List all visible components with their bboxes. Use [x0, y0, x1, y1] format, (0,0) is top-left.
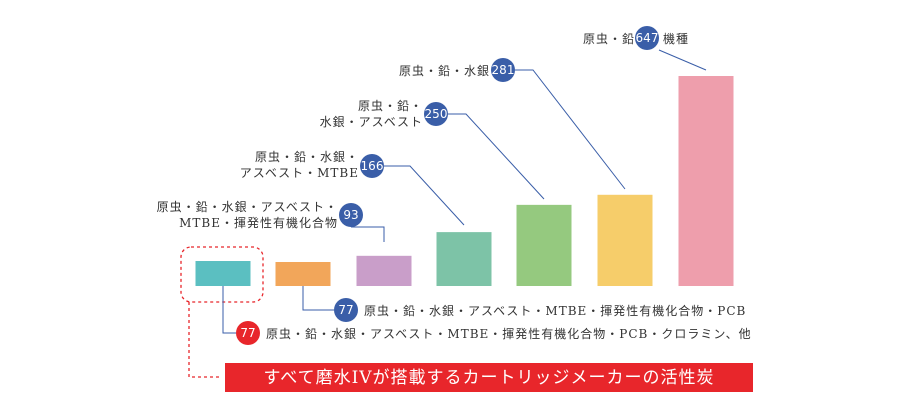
category-label-5-line-2: 水銀・アスベスト — [320, 115, 423, 129]
leader-line-6 — [515, 69, 626, 190]
category-label-7-line-1: 原虫・鉛 — [583, 32, 635, 46]
bar-1 — [195, 261, 251, 286]
value-badge-1 — [236, 321, 260, 345]
category-label-4-line-2: アスベスト・MTBE — [240, 166, 359, 180]
bar-7 — [678, 76, 734, 286]
banner-text: すべて磨水IVが搭載するカートリッジメーカーの活性炭 — [263, 368, 714, 388]
value-badge-5 — [424, 102, 448, 126]
leader-line-3 — [351, 226, 385, 242]
category-label-6-line-1: 原虫・鉛・水銀 — [399, 64, 490, 78]
category-label-4-line-1: 原虫・鉛・水銀・ — [255, 150, 359, 164]
value-badge-2 — [334, 298, 358, 322]
value-label-2: 77 — [338, 303, 353, 317]
value-badge-4 — [360, 154, 384, 178]
value-suffix-7: 機種 — [663, 31, 689, 46]
category-label-1-line-1: 原虫・鉛・水銀・アスベスト・MTBE・揮発性有機化合物・PCB・クロラミン、他 — [266, 326, 752, 341]
value-badge-6 — [491, 58, 515, 82]
value-badge-7 — [635, 26, 659, 50]
value-label-5: 250 — [425, 107, 448, 121]
bar-6 — [597, 194, 653, 286]
value-label-3: 93 — [343, 208, 358, 222]
leader-line-2 — [302, 286, 334, 311]
highlight-connector — [188, 302, 222, 378]
bar-5 — [516, 204, 572, 286]
leader-line-5 — [448, 113, 545, 200]
value-badge-3 — [339, 203, 363, 227]
category-label-2-line-1: 原虫・鉛・水銀・アスベスト・MTBE・揮発性有機化合物・PCB — [364, 303, 746, 318]
bar-2 — [275, 262, 331, 286]
bar-3 — [356, 255, 412, 286]
value-label-7: 647 — [636, 31, 659, 45]
value-label-4: 166 — [361, 159, 384, 173]
bar-4 — [436, 232, 492, 286]
value-label-6: 281 — [492, 63, 515, 77]
leader-line-1 — [222, 286, 236, 334]
leader-line-7 — [658, 49, 707, 71]
category-label-3-line-2: MTBE・揮発性有機化合物 — [179, 215, 338, 230]
leader-line-4 — [384, 165, 465, 226]
category-label-5-line-1: 原虫・鉛・ — [358, 99, 423, 113]
highlight-box — [180, 246, 264, 303]
value-label-1: 77 — [240, 326, 255, 340]
banner-background — [225, 363, 753, 392]
category-label-3-line-1: 原虫・鉛・水銀・アスベスト・ — [157, 200, 338, 214]
